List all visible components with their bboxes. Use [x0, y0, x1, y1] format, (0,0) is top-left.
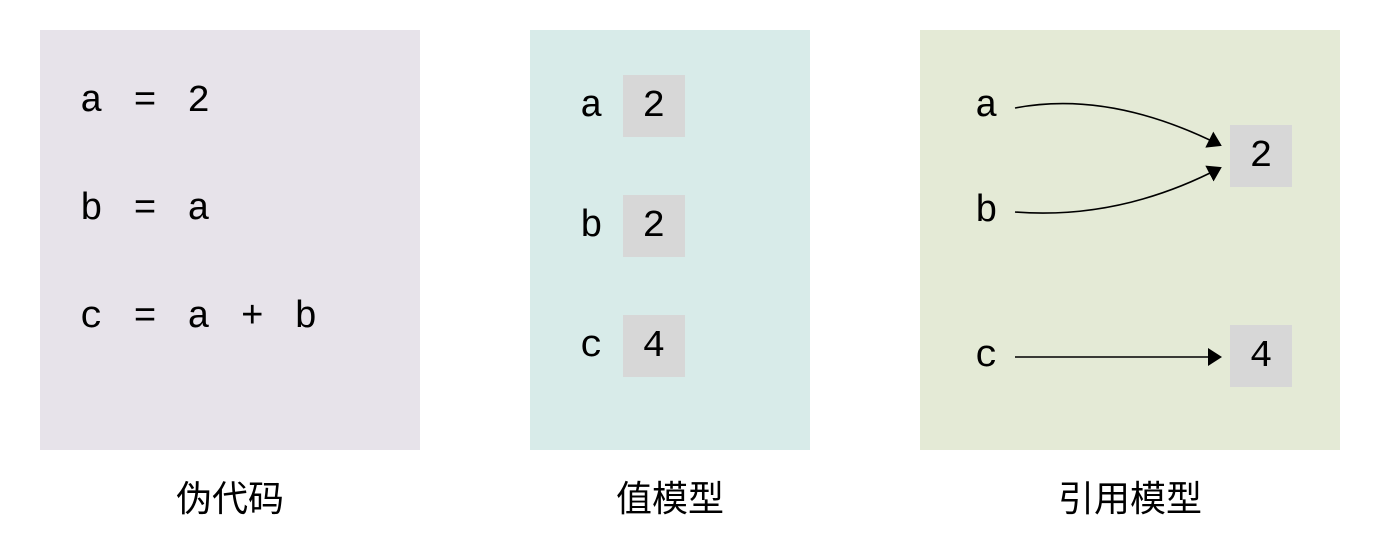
code-line: a = 2: [80, 80, 380, 123]
panel-pseudocode: a = 2 b = a c = a + b: [40, 30, 420, 450]
value-box: 2: [623, 195, 685, 257]
caption-pseudocode: 伪代码: [176, 470, 284, 522]
value-row: a 2: [580, 75, 760, 137]
ref-var-label: a: [975, 85, 998, 128]
value-box: 4: [623, 315, 685, 377]
value-label: a: [580, 85, 603, 128]
code-line: c = a + b: [80, 296, 380, 339]
panel-reference-model: a b c 2 4: [920, 30, 1340, 450]
code-line: b = a: [80, 188, 380, 231]
value-box: 2: [623, 75, 685, 137]
value-label: b: [580, 205, 603, 248]
value-row: b 2: [580, 195, 760, 257]
ref-value-box: 2: [1230, 125, 1292, 187]
panel-pseudocode-wrap: a = 2 b = a c = a + b 伪代码: [40, 30, 420, 522]
ref-value-box: 4: [1230, 325, 1292, 387]
panel-reference-model-wrap: a b c 2 4 引用模型: [920, 30, 1340, 522]
value-row: c 4: [580, 315, 760, 377]
ref-var-label: b: [975, 190, 998, 233]
value-label: c: [580, 325, 603, 368]
panel-value-model: a 2 b 2 c 4: [530, 30, 810, 450]
ref-var-label: c: [975, 335, 998, 378]
caption-reference-model: 引用模型: [1058, 470, 1202, 522]
panel-value-model-wrap: a 2 b 2 c 4 值模型: [530, 30, 810, 522]
diagram-container: a = 2 b = a c = a + b 伪代码 a 2 b 2 c 4 值模…: [0, 0, 1380, 522]
caption-value-model: 值模型: [616, 470, 724, 522]
